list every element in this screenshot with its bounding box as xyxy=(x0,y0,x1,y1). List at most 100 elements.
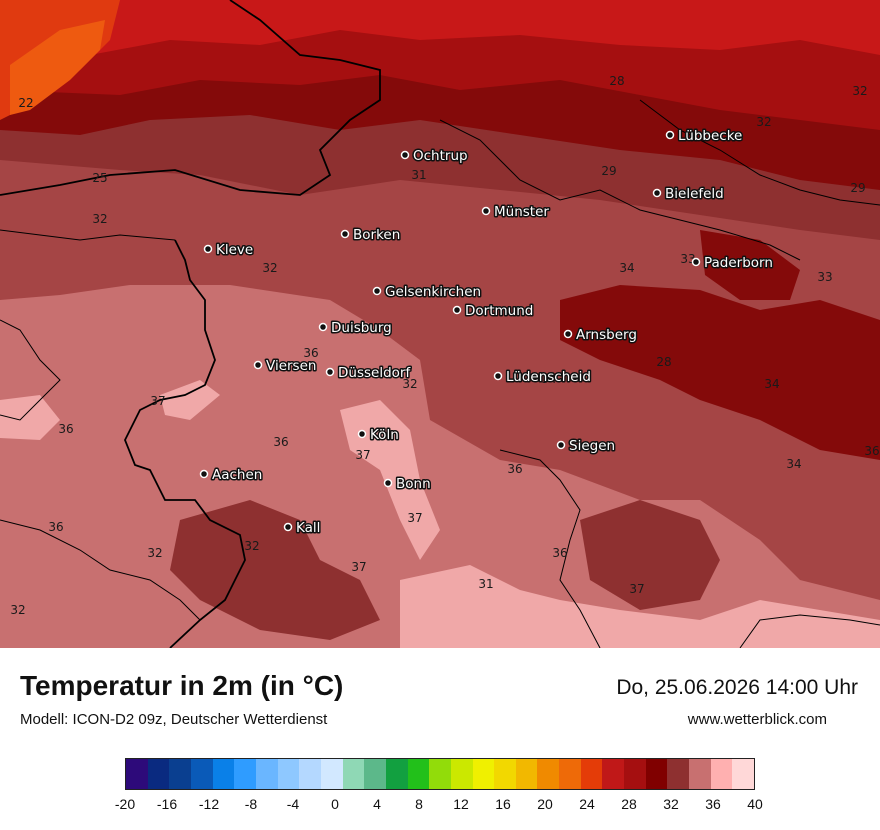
colorbar-tick-label: -4 xyxy=(286,796,300,812)
city-dot xyxy=(340,229,350,239)
isotherm-label: 36 xyxy=(507,462,522,476)
isotherm-label: 32 xyxy=(10,603,25,617)
map-title: Temperatur in 2m (in °C) xyxy=(20,670,344,701)
city-düsseldorf: Düsseldorf xyxy=(325,364,413,383)
isotherm-label: 32 xyxy=(262,261,277,275)
city-kleve: Kleve xyxy=(203,241,255,260)
isotherm-label: 29 xyxy=(601,164,616,178)
isotherm-label: 36 xyxy=(48,520,63,534)
temp-zone-37 xyxy=(0,395,60,440)
isotherm-label: 37 xyxy=(351,560,366,574)
isotherm-label: 37 xyxy=(355,448,370,462)
city-dot xyxy=(563,329,573,339)
city-aachen: Aachen xyxy=(199,466,264,485)
colorbar-tick-label: 8 xyxy=(415,796,423,812)
colorbar-tick-label: 36 xyxy=(705,796,721,812)
city-dot xyxy=(691,257,701,267)
colorbar-segment xyxy=(277,759,300,789)
isotherm-label: 34 xyxy=(764,377,779,391)
colorbar-segment xyxy=(494,759,516,789)
city-dot xyxy=(199,469,209,479)
website-link[interactable]: www.wetterblick.com xyxy=(687,711,827,728)
colorbar-segment xyxy=(147,759,170,789)
city-lübbecke: Lübbecke xyxy=(665,127,744,146)
city-ochtrup: Ochtrup xyxy=(400,147,469,166)
colorbar-segment xyxy=(537,759,560,789)
colorbar-ticks: -20 -16 -12 -8 -4 0 4 8 12 16 20 24 28 32 36 40 xyxy=(115,796,763,816)
colorbar-segment xyxy=(190,759,213,789)
city-dot xyxy=(493,371,503,381)
isotherm-label: 36 xyxy=(58,422,73,436)
colorbar-tick-label: 28 xyxy=(621,796,637,812)
city-bonn: Bonn xyxy=(383,475,432,494)
isotherm-label: 32 xyxy=(147,546,162,560)
temp-zone-37 xyxy=(160,380,220,420)
city-arnsberg: Arnsberg xyxy=(563,326,638,345)
isotherm-label: 32 xyxy=(852,84,867,98)
isotherm-label: 33 xyxy=(817,270,832,284)
temp-zone-30 xyxy=(700,230,800,300)
city-label: Dortmund xyxy=(465,303,533,319)
city-label: Duisburg xyxy=(331,320,392,336)
city-borken: Borken xyxy=(340,226,402,245)
isotherm-label: 34 xyxy=(541,372,556,386)
city-kall: Kall xyxy=(283,519,322,538)
colorbar-segment xyxy=(169,759,191,789)
city-label: Kall xyxy=(296,520,320,536)
temp-zone-37 xyxy=(400,565,880,648)
city-label: Viersen xyxy=(266,358,316,374)
colorbar-tick-label: -8 xyxy=(244,796,258,812)
city-label: Paderborn xyxy=(704,255,773,271)
colorbar-segment xyxy=(255,759,278,789)
city-duisburg: Duisburg xyxy=(318,319,393,338)
colorbar-tick-label: 12 xyxy=(453,796,469,812)
isotherm-label: 31 xyxy=(478,577,493,591)
isotherm-label: 28 xyxy=(656,355,671,369)
city-label: Kleve xyxy=(216,242,253,258)
temp-zone-26 xyxy=(0,0,880,60)
city-dot xyxy=(318,322,328,332)
colorbar-tick-label: -12 xyxy=(198,796,220,812)
isotherm-label: 36 xyxy=(864,444,879,458)
city-dot xyxy=(652,188,662,198)
colorbar-tick-label: -20 xyxy=(114,796,136,812)
isotherm-label: 32 xyxy=(244,539,259,553)
isotherm-label: 37 xyxy=(150,394,165,408)
city-label: Siegen xyxy=(569,438,615,454)
isotherm-label: 37 xyxy=(629,582,644,596)
city-bielefeld: Bielefeld xyxy=(652,185,725,204)
city-label: Köln xyxy=(370,427,399,443)
forecast-datetime: Do, 25.06.2026 14:00 Uhr xyxy=(616,676,858,699)
city-dot xyxy=(203,244,213,254)
colorbar-segment xyxy=(667,759,690,789)
colorbar-segment xyxy=(342,759,365,789)
colorbar-tick-label: 20 xyxy=(537,796,553,812)
colorbar-segment xyxy=(645,759,668,789)
colorbar-segment xyxy=(602,759,625,789)
city-label: Düsseldorf xyxy=(338,365,411,381)
isotherm-label: 32 xyxy=(402,377,417,391)
temp-zone-30 xyxy=(560,285,880,460)
isotherm-label: 32 xyxy=(92,212,107,226)
isotherm-label: 34 xyxy=(619,261,634,275)
temp-zone-32 xyxy=(580,500,720,610)
city-dot xyxy=(452,305,462,315)
city-dot xyxy=(325,367,335,377)
city-dot xyxy=(400,150,410,160)
city-dot xyxy=(357,429,367,439)
colorbar-tick-label: 32 xyxy=(663,796,679,812)
isotherm-label: 28 xyxy=(609,74,624,88)
city-label: Lüdenscheid xyxy=(506,369,591,385)
isotherm-label: 34 xyxy=(786,457,801,471)
colorbar-segment xyxy=(580,759,603,789)
colorbar-tick-label: 16 xyxy=(495,796,511,812)
city-gelsenkirchen: Gelsenkirchen xyxy=(372,283,483,302)
colorbar-segment xyxy=(689,759,711,789)
colorbar-tick-label: 4 xyxy=(373,796,381,812)
colorbar-segment xyxy=(320,759,343,789)
city-lüdenscheid: Lüdenscheid xyxy=(493,368,592,387)
colorbar-segment xyxy=(212,759,235,789)
temp-zone-32 xyxy=(170,500,380,640)
